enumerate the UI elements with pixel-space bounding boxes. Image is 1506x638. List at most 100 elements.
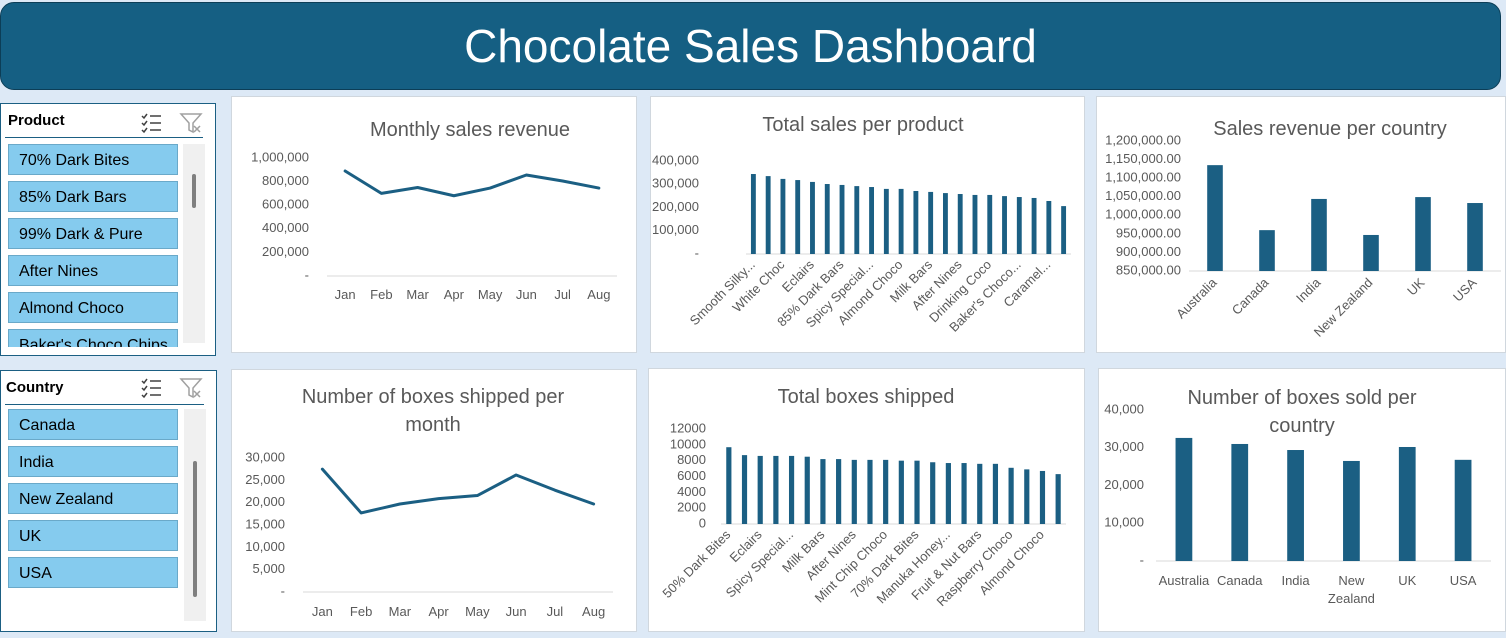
y-tick-label: 8000 bbox=[677, 452, 706, 467]
bar bbox=[788, 455, 795, 524]
chart-panel: -100,000 200,000 300,000 400,000 Smooth Silk… bbox=[650, 96, 1085, 353]
bar bbox=[883, 459, 889, 524]
scrollbar[interactable] bbox=[183, 144, 205, 343]
slicer-item[interactable]: Baker's Choco Chips bbox=[8, 329, 178, 347]
x-tick-label: Apr bbox=[428, 604, 449, 619]
x-tick-label: UK bbox=[1404, 275, 1428, 299]
bar bbox=[765, 176, 771, 254]
bar bbox=[1002, 196, 1007, 254]
slicer-title: Product bbox=[8, 112, 65, 129]
x-tick-label: Aug bbox=[582, 604, 606, 619]
bar bbox=[854, 186, 860, 254]
bar bbox=[942, 193, 948, 254]
y-tick-label: 10000 bbox=[670, 436, 706, 451]
slicer-item[interactable]: UK bbox=[8, 520, 178, 551]
y-tick-label: 400,000 bbox=[652, 152, 699, 167]
y-tick-label: 200,000 bbox=[652, 199, 699, 214]
x-tick-label: Jul bbox=[546, 604, 564, 619]
x-tick-label: Australia bbox=[1158, 573, 1210, 588]
scroll-thumb[interactable] bbox=[193, 461, 197, 597]
y-tick-label: 40,000 bbox=[1104, 401, 1144, 416]
bar bbox=[992, 463, 999, 524]
x-tick-label: UK bbox=[1398, 573, 1417, 588]
x-tick-label: Jul bbox=[554, 287, 571, 302]
bar bbox=[1008, 467, 1014, 524]
chart-title: Monthly sales revenue bbox=[369, 119, 571, 141]
x-tick-label: Canada bbox=[1216, 573, 1263, 588]
chart-panel: 850,000.00 900,000.00 950,000.00 1,000,000.… bbox=[1096, 96, 1506, 353]
x-tick-label: New Zealand bbox=[1327, 573, 1375, 606]
bar bbox=[810, 181, 815, 254]
bar bbox=[961, 463, 967, 524]
slicer-icons[interactable] bbox=[141, 377, 203, 399]
slicer-item[interactable]: USA bbox=[8, 557, 178, 588]
bar bbox=[780, 178, 786, 254]
slicer-item[interactable]: New Zealand bbox=[8, 483, 178, 514]
bar bbox=[1046, 200, 1052, 254]
y-tick-label: - bbox=[1140, 552, 1144, 567]
x-tick-label: USA bbox=[1449, 573, 1477, 588]
y-tick-label: 100,000 bbox=[652, 222, 699, 237]
slicer-item[interactable]: Canada bbox=[8, 409, 178, 440]
x-tick-label: May bbox=[465, 604, 490, 619]
y-tick-label: - bbox=[695, 245, 699, 260]
bar bbox=[741, 455, 748, 524]
line bbox=[343, 169, 601, 198]
y-tick-label: 30,000 bbox=[245, 449, 285, 464]
bar bbox=[987, 194, 993, 254]
y-tick-label: 10,000 bbox=[1104, 515, 1144, 530]
bar bbox=[977, 463, 983, 524]
slicer-items: Canada India New Zealand UK USA bbox=[8, 409, 178, 623]
slicer-item[interactable]: 70% Dark Bites bbox=[8, 144, 178, 175]
y-tick-label: 1,200,000.00 bbox=[1105, 132, 1181, 147]
bar bbox=[804, 456, 810, 524]
x-tick-label: India bbox=[1281, 573, 1310, 588]
x-tick-label: Australia bbox=[1173, 274, 1220, 321]
slicer-item[interactable]: 99% Dark & Pure bbox=[8, 218, 178, 249]
chart: - 200,000 400,000 600,000 800,000 1,000,000 bbox=[251, 149, 617, 282]
bar bbox=[750, 174, 756, 254]
x-tick-label: Feb bbox=[370, 287, 393, 302]
y-tick-label: 400,000 bbox=[262, 220, 309, 235]
bar bbox=[757, 455, 763, 524]
y-tick-label: 0 bbox=[699, 515, 706, 530]
bar bbox=[945, 463, 951, 524]
scroll-thumb[interactable] bbox=[192, 174, 196, 208]
y-tick-label: 12000 bbox=[670, 420, 706, 435]
bar bbox=[913, 190, 919, 254]
slicer-item[interactable]: After Nines bbox=[8, 255, 178, 286]
header: Chocolate Sales Dashboard bbox=[0, 2, 1501, 90]
slicer-item[interactable]: Almond Choco bbox=[8, 292, 178, 323]
y-tick-label: 25,000 bbox=[245, 472, 285, 487]
slicer-icons[interactable] bbox=[141, 112, 203, 134]
bar bbox=[1175, 437, 1193, 561]
x-tick-label: Aug bbox=[587, 287, 611, 302]
bar bbox=[867, 459, 873, 524]
chart-panel: 0 2000 4000 6000 8000 10000 12000 50% Dark Bite… bbox=[648, 368, 1085, 632]
bar bbox=[972, 194, 978, 254]
bar bbox=[1467, 203, 1483, 271]
y-tick-label: 850,000.00 bbox=[1116, 262, 1181, 277]
divider bbox=[5, 404, 204, 405]
chart-panel: - 10,000 20,000 30,000 40,000 Number of boxes… bbox=[1098, 368, 1506, 632]
slicer-item[interactable]: 85% Dark Bars bbox=[8, 181, 178, 212]
x-tick-label: Canada bbox=[1229, 274, 1272, 317]
chart: 850,000.00 900,000.00 950,000.00 1,000,000.… bbox=[1105, 132, 1501, 340]
bar bbox=[1024, 469, 1030, 524]
y-tick-label: 1,050,000.00 bbox=[1105, 188, 1181, 203]
bar bbox=[839, 184, 845, 254]
scrollbar[interactable] bbox=[184, 409, 206, 621]
bar bbox=[930, 462, 936, 524]
chart-panel: - 5,000 10,000 15,000 20,000 25,000 30,000 Numb… bbox=[231, 369, 637, 632]
slicer-title: Country bbox=[6, 379, 64, 396]
slicer-item[interactable]: India bbox=[8, 446, 178, 477]
bar bbox=[898, 188, 904, 254]
bar bbox=[1031, 197, 1037, 254]
bar bbox=[824, 184, 830, 254]
y-tick-label: 800,000 bbox=[262, 173, 309, 188]
bar bbox=[773, 455, 779, 524]
y-tick-label: 1,150,000.00 bbox=[1105, 151, 1181, 166]
x-tick-label: Jan bbox=[311, 604, 333, 619]
bar bbox=[928, 191, 934, 254]
